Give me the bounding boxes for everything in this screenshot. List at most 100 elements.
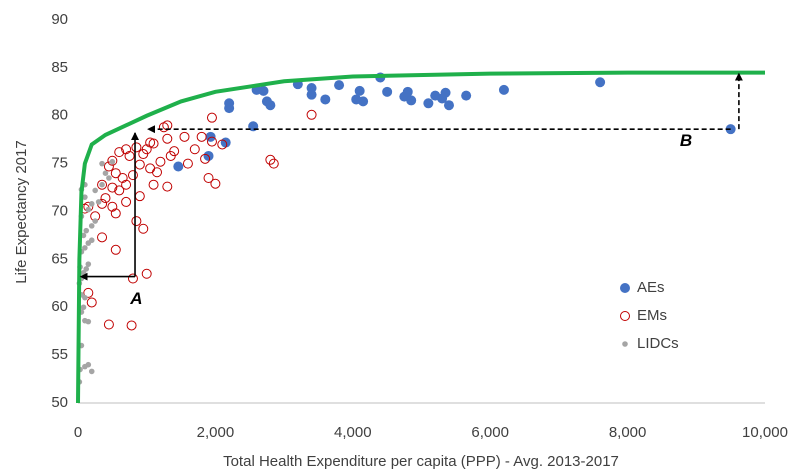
- x-tick-label: 0: [74, 424, 82, 441]
- point: [320, 94, 331, 105]
- point: [155, 156, 166, 167]
- point: [121, 144, 132, 155]
- point: [100, 193, 111, 204]
- point: [461, 90, 472, 101]
- point: [182, 158, 193, 169]
- point: [88, 237, 95, 244]
- point: [86, 297, 97, 308]
- y-tick-label: 80: [51, 107, 68, 124]
- point: [127, 170, 138, 181]
- point: [162, 181, 173, 192]
- point: [440, 87, 451, 98]
- x-tick-label: 10,000: [742, 424, 788, 441]
- point: [97, 232, 108, 243]
- y-tick-label: 60: [51, 298, 68, 315]
- point: [382, 86, 393, 97]
- point: [121, 179, 132, 190]
- point: [126, 320, 137, 331]
- point: [107, 182, 118, 193]
- point: [206, 136, 217, 147]
- point: [110, 208, 121, 219]
- point: [268, 158, 279, 169]
- point: [85, 261, 92, 267]
- point: [88, 201, 95, 207]
- point: [145, 163, 156, 174]
- point: [354, 85, 365, 96]
- point: [127, 273, 138, 284]
- x-axis-label: Total Health Expenditure per capita (PPP…: [223, 453, 619, 470]
- legend-marker: [620, 311, 630, 321]
- point: [106, 175, 112, 181]
- point: [134, 159, 145, 170]
- point: [131, 216, 142, 227]
- point: [258, 85, 269, 96]
- point: [80, 304, 87, 311]
- y-tick-label: 55: [51, 346, 68, 363]
- y-tick-label: 50: [51, 394, 68, 411]
- point: [107, 155, 118, 166]
- point: [189, 144, 200, 155]
- point: [117, 172, 128, 183]
- point: [109, 158, 116, 165]
- point: [83, 227, 90, 234]
- point: [334, 80, 345, 91]
- point: [85, 318, 92, 325]
- point: [103, 161, 114, 172]
- point: [138, 223, 149, 234]
- point: [443, 100, 454, 111]
- frontier-line: [76, 70, 765, 404]
- point: [82, 363, 88, 370]
- point: [88, 223, 95, 229]
- point: [82, 245, 88, 251]
- x-tick-label: 6,000: [471, 424, 509, 441]
- legend-marker: [622, 341, 628, 347]
- x-tick-label: 8,000: [609, 424, 647, 441]
- point: [131, 142, 142, 153]
- point: [265, 100, 276, 111]
- annotation: A: [129, 289, 142, 308]
- point: [99, 160, 105, 167]
- point: [99, 181, 105, 188]
- point: [406, 95, 417, 106]
- point: [110, 168, 121, 179]
- point: [196, 131, 207, 142]
- point: [83, 266, 90, 272]
- y-tick-label: 85: [51, 59, 68, 76]
- point: [217, 139, 228, 150]
- y-tick-label: 90: [51, 11, 68, 28]
- point: [92, 218, 98, 224]
- legend-label: EMs: [637, 307, 667, 324]
- point: [206, 112, 217, 123]
- point: [134, 191, 145, 202]
- point: [82, 194, 88, 200]
- legend-marker: [620, 283, 630, 293]
- x-tick-label: 4,000: [334, 424, 372, 441]
- point: [110, 244, 121, 255]
- point: [83, 287, 94, 298]
- point: [121, 196, 132, 207]
- point: [306, 109, 317, 120]
- point: [224, 98, 235, 109]
- legend-label: LIDCs: [637, 335, 679, 352]
- point: [595, 77, 606, 88]
- point: [148, 138, 159, 149]
- point: [141, 144, 152, 155]
- annotation: B: [680, 131, 692, 150]
- point: [92, 187, 98, 194]
- point: [141, 268, 152, 279]
- point: [265, 154, 276, 165]
- point: [358, 96, 369, 107]
- x-tick-label: 2,000: [197, 424, 235, 441]
- point: [88, 368, 95, 375]
- point: [306, 89, 317, 100]
- point: [102, 170, 109, 176]
- point: [114, 185, 125, 196]
- point: [85, 206, 92, 213]
- point: [95, 199, 102, 205]
- y-tick-label: 65: [51, 250, 68, 267]
- point: [179, 131, 190, 142]
- point: [124, 150, 135, 161]
- point: [107, 201, 118, 212]
- point: [148, 179, 159, 190]
